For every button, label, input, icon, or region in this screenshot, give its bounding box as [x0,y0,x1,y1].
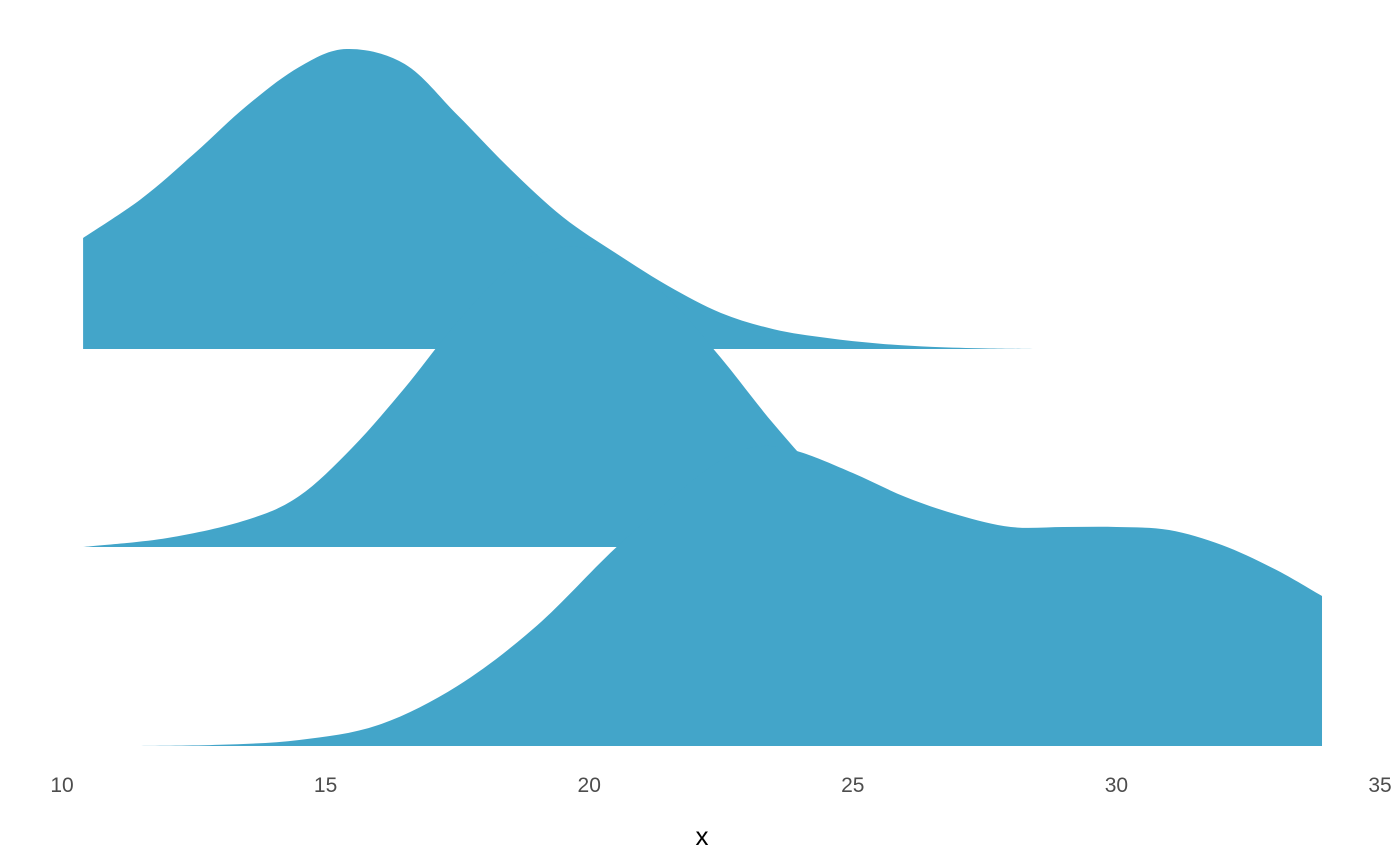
x-tick-label: 15 [314,774,337,797]
density-ridge-2 [83,246,1196,547]
density-ridge-3 [141,445,1323,746]
x-axis: 10 15 20 25 30 35 [50,774,1391,797]
x-tick-label: 25 [841,774,864,797]
x-tick-label: 30 [1105,774,1128,797]
x-tick-label: 35 [1368,774,1391,797]
x-tick-label: 10 [50,774,73,797]
x-tick-label: 20 [578,774,601,797]
density-ridge-1 [83,48,1064,350]
ridge-series-group [83,48,1323,746]
x-axis-title: x [696,821,709,851]
